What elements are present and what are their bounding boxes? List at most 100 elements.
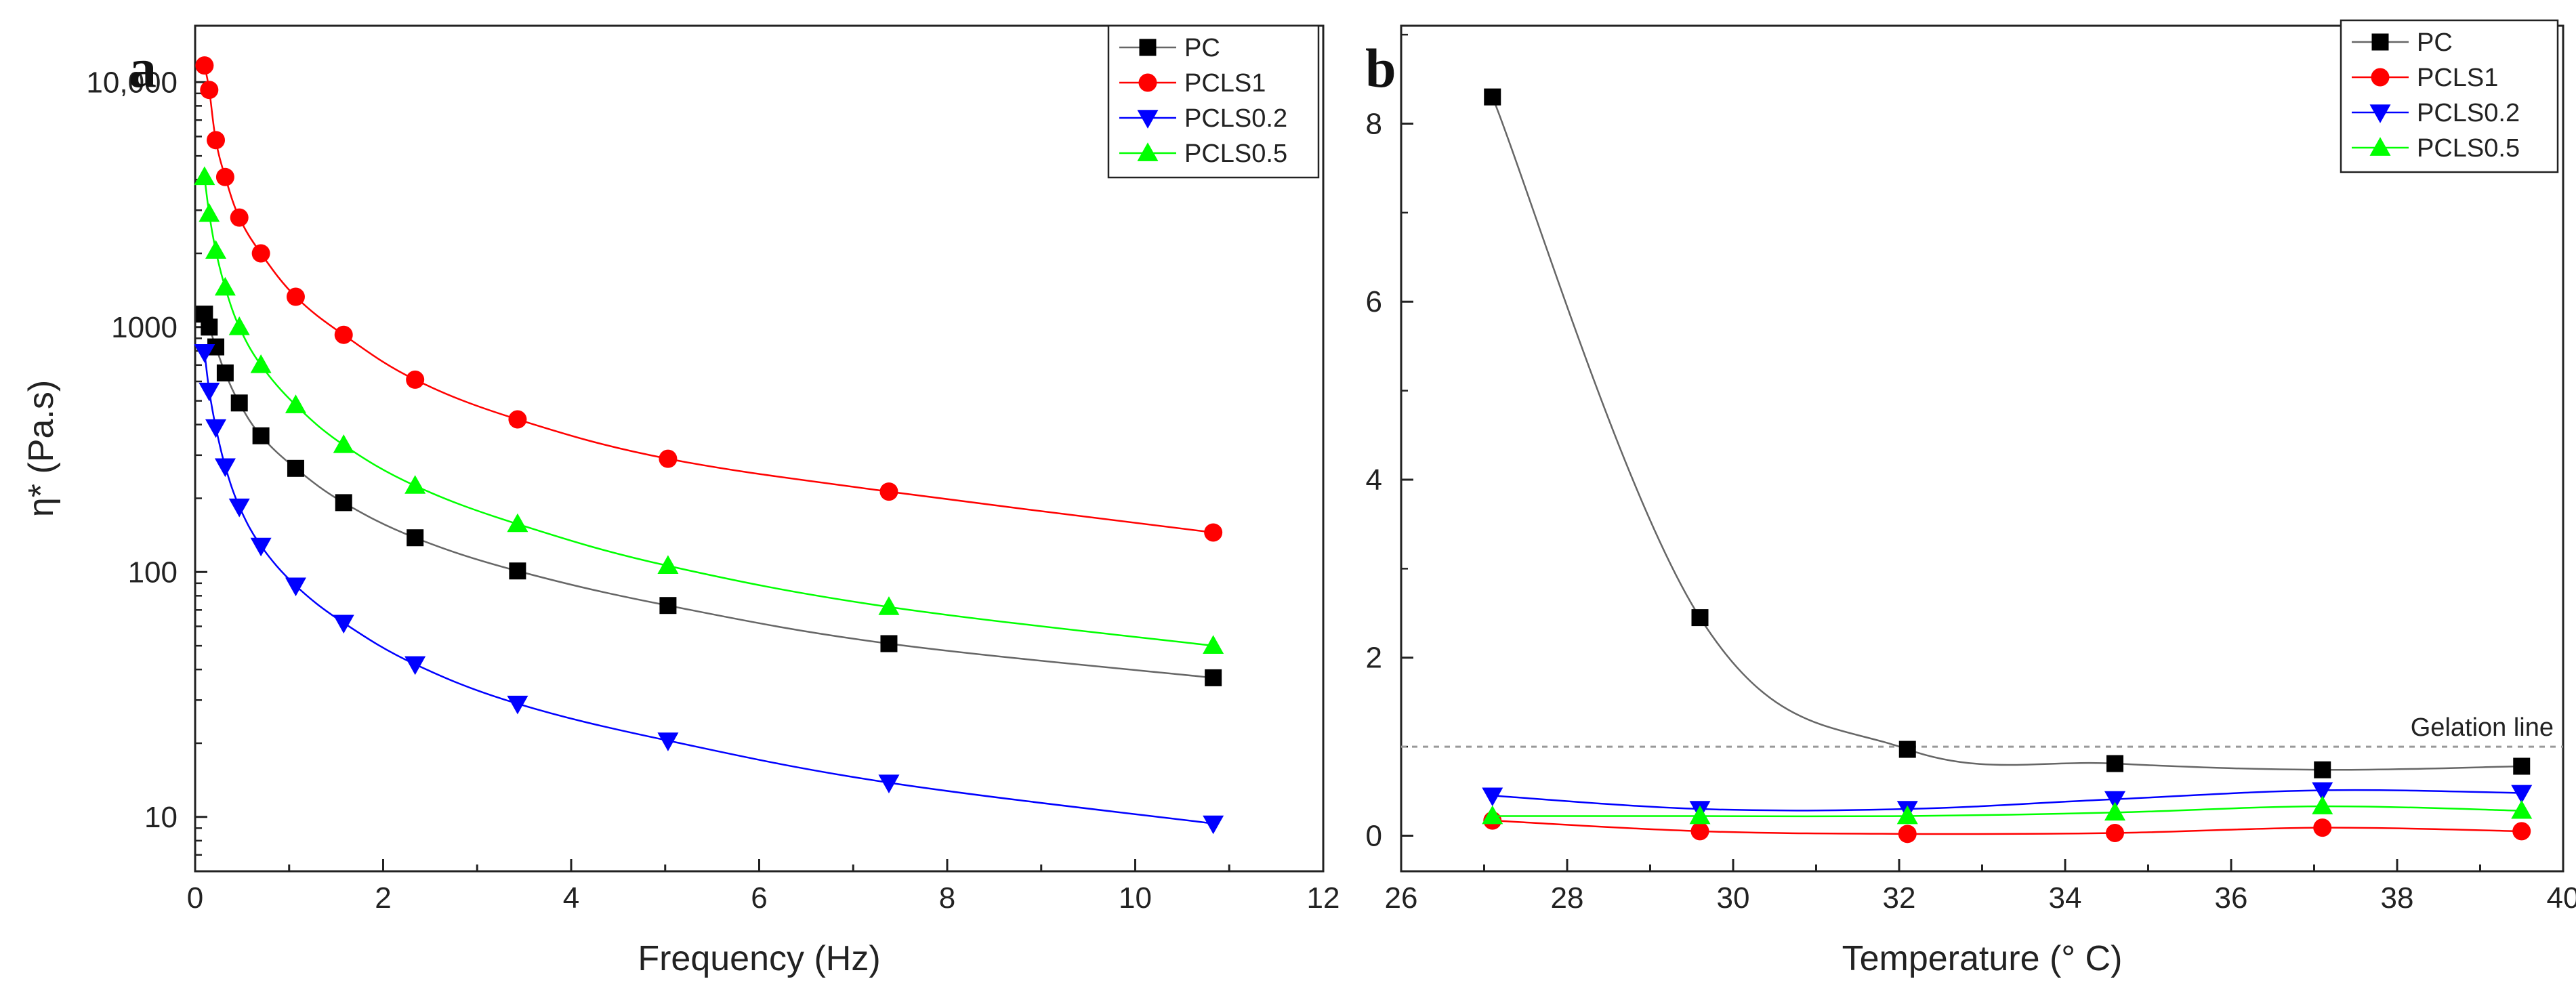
freq-chart: 0 2 4 6 8 10 12 10 100 1000 10,000 Frequency (Hz) η*… xyxy=(22,24,1340,978)
series-pcls0-5 xyxy=(1482,795,2533,825)
series-pcls0-5 xyxy=(194,166,1224,654)
y-tick-label: 4 xyxy=(1366,463,1382,497)
data-point xyxy=(659,597,677,614)
data-point xyxy=(2312,782,2333,801)
x-tick-label: 36 xyxy=(2215,881,2248,915)
data-point xyxy=(2313,818,2332,837)
legend-item: PC xyxy=(1119,34,1220,62)
x-tick-label: 38 xyxy=(2381,881,2414,915)
legend-marker xyxy=(1139,39,1157,56)
data-point xyxy=(2513,757,2531,775)
legend: PC PCLS1 PCLS0.2 PCLS0.5 xyxy=(1107,24,1320,179)
data-point xyxy=(2511,785,2533,804)
legend-marker xyxy=(2371,33,2389,51)
x-tick-label: 40 xyxy=(2547,881,2576,915)
data-point xyxy=(1898,741,1916,758)
x-tick-label: 8 xyxy=(939,881,955,915)
data-point xyxy=(230,208,249,227)
data-point xyxy=(1898,825,1917,843)
x-axis-label: Temperature (° C) xyxy=(1842,939,2123,978)
legend-label: PC xyxy=(1184,34,1220,62)
data-point xyxy=(201,318,218,336)
series-pc xyxy=(196,306,1222,686)
legend-item: PCLS0.2 xyxy=(1119,104,1287,133)
y-tick-label: 0 xyxy=(1366,819,1382,852)
x-tick-label: 34 xyxy=(2049,881,2082,915)
legend-label: PCLS1 xyxy=(1184,69,1266,98)
data-point xyxy=(657,555,679,574)
data-point xyxy=(199,203,220,222)
y-tick-label: 6 xyxy=(1366,285,1382,318)
data-point xyxy=(2106,755,2123,772)
data-point xyxy=(657,732,679,751)
data-point xyxy=(285,577,306,597)
x-tick-label: 32 xyxy=(1883,881,1916,915)
data-point xyxy=(407,529,424,547)
x-tick-label: 4 xyxy=(563,881,579,915)
legend-marker xyxy=(2369,137,2391,156)
series-line xyxy=(1491,96,2522,771)
data-point xyxy=(404,475,426,494)
legend-item: PCLS0.5 xyxy=(2352,134,2520,163)
data-point xyxy=(507,513,528,533)
x-tick-label: 26 xyxy=(1385,881,1418,915)
x-tick-label: 0 xyxy=(187,881,203,915)
series-line xyxy=(1492,789,2522,812)
legend-marker xyxy=(2369,104,2391,123)
data-point xyxy=(207,131,226,150)
series-line xyxy=(1492,819,2522,835)
data-point xyxy=(1691,609,1709,627)
legend-item: PCLS1 xyxy=(2352,64,2498,92)
data-point xyxy=(194,344,215,363)
data-point xyxy=(507,695,528,715)
data-point xyxy=(1204,523,1223,542)
data-point xyxy=(878,596,900,615)
legend-label: PCLS0.5 xyxy=(2417,134,2520,163)
data-point xyxy=(194,166,215,186)
data-point xyxy=(1482,787,1503,807)
series-pcls0-2 xyxy=(194,344,1224,835)
x-axis-label: Frequency (Hz) xyxy=(638,939,880,978)
y-tick-label: 10,000 xyxy=(86,66,178,99)
data-point xyxy=(1482,805,1503,825)
y-tick-label: 2 xyxy=(1366,642,1382,675)
data-point xyxy=(214,276,236,296)
data-point xyxy=(214,458,236,478)
data-point xyxy=(333,614,354,634)
gelation-line-label: Gelation line xyxy=(2411,713,2554,742)
data-point xyxy=(252,427,270,444)
data-point xyxy=(199,382,220,402)
series-line xyxy=(1492,805,2522,818)
data-point xyxy=(286,287,305,306)
series-line xyxy=(203,177,1213,647)
x-tick-label: 12 xyxy=(1307,881,1340,915)
data-point xyxy=(230,394,248,412)
data-point xyxy=(1896,805,1918,825)
data-point xyxy=(251,244,270,263)
x-tick-label: 10 xyxy=(1119,881,1152,915)
data-point xyxy=(879,482,898,501)
data-point xyxy=(287,459,304,477)
legend-label: PC xyxy=(2417,28,2453,57)
data-point xyxy=(250,354,272,373)
legend-marker xyxy=(1138,73,1157,92)
data-point xyxy=(216,364,234,381)
y-tick-label: 8 xyxy=(1366,108,1382,141)
legend-label: PCLS0.2 xyxy=(1184,104,1287,133)
data-point xyxy=(228,498,250,518)
legend-item: PC xyxy=(2352,28,2453,57)
series-line xyxy=(203,314,1213,679)
data-point xyxy=(1484,88,1501,106)
series-pcls1 xyxy=(195,56,1223,542)
data-point xyxy=(659,449,678,468)
data-point xyxy=(406,370,425,389)
legend-marker xyxy=(2371,68,2390,87)
data-point xyxy=(878,774,900,793)
data-point xyxy=(1205,669,1222,686)
legend: PC PCLS1 PCLS0.2 PCLS0.5 xyxy=(2340,19,2559,173)
legend-item: PCLS1 xyxy=(1119,69,1266,98)
y-tick-label: 10 xyxy=(144,801,178,834)
data-point xyxy=(509,562,526,580)
data-point xyxy=(508,410,527,429)
